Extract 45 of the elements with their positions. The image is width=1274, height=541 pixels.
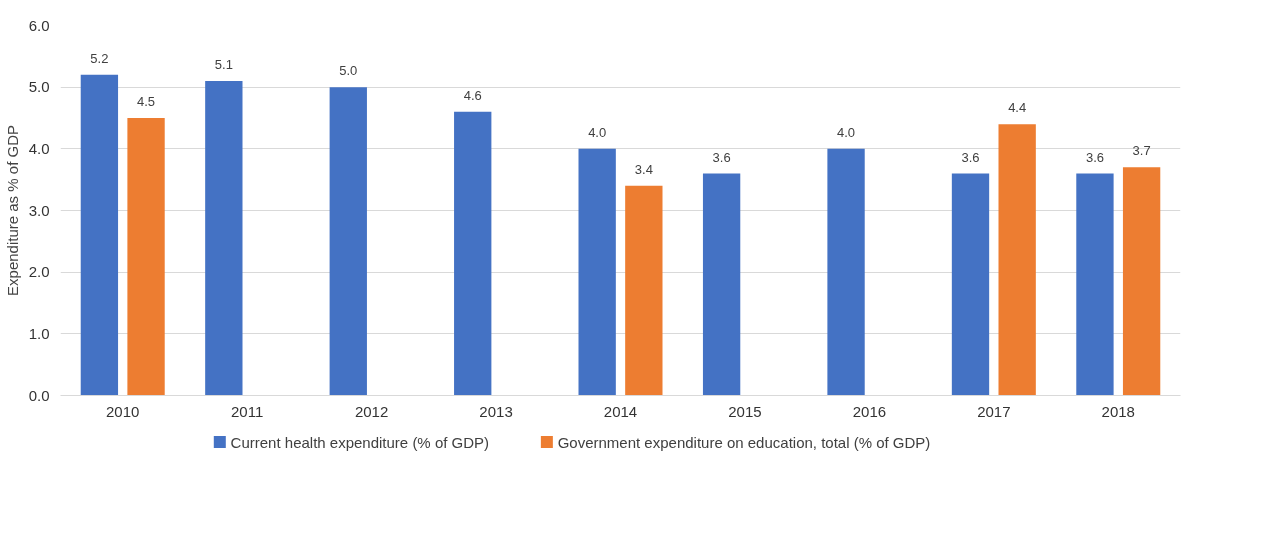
data-label: 3.4 bbox=[634, 161, 653, 177]
bar bbox=[578, 148, 616, 396]
data-label: 4.4 bbox=[1008, 100, 1027, 116]
legend-label: Government expenditure on education, total (% of GDP) bbox=[557, 433, 931, 451]
data-label: 4.0 bbox=[837, 124, 856, 140]
bar bbox=[1122, 167, 1161, 396]
bar bbox=[329, 87, 367, 396]
data-label: 3.6 bbox=[961, 149, 980, 165]
y-tick-label: 2.0 bbox=[28, 263, 50, 281]
bar bbox=[625, 185, 663, 396]
x-tick-label: 2013 bbox=[479, 402, 513, 420]
y-tick-label: 1.0 bbox=[28, 324, 50, 342]
y-tick-label: 4.0 bbox=[28, 139, 50, 157]
y-axis-title: Expenditure as % of GDP bbox=[3, 125, 21, 296]
data-label: 4.6 bbox=[463, 87, 482, 103]
data-label: 4.5 bbox=[137, 94, 156, 109]
y-tick-label: 3.0 bbox=[28, 201, 50, 219]
x-tick-label: 2015 bbox=[728, 402, 762, 420]
data-label: 4.0 bbox=[588, 124, 607, 140]
bar bbox=[205, 81, 243, 396]
x-tick-label: 2012 bbox=[354, 402, 389, 420]
x-tick-label: 2011 bbox=[231, 402, 264, 420]
y-tick-label: 0.0 bbox=[28, 386, 50, 404]
bar bbox=[827, 148, 865, 396]
bar bbox=[454, 111, 492, 396]
data-label: 5.0 bbox=[339, 63, 358, 79]
x-tick-label: 2014 bbox=[603, 402, 638, 420]
x-tick-label: 2017 bbox=[977, 402, 1011, 420]
legend-label: Current health expenditure (% of GDP) bbox=[230, 433, 490, 451]
bar bbox=[1076, 173, 1114, 396]
data-label: 3.6 bbox=[1085, 149, 1104, 165]
y-tick-label: 5.0 bbox=[28, 78, 50, 96]
bar bbox=[80, 74, 119, 396]
data-label: 5.2 bbox=[90, 50, 109, 66]
x-tick-label: 2016 bbox=[852, 402, 887, 420]
data-label: 3.7 bbox=[1132, 143, 1151, 159]
y-tick-label: 6.0 bbox=[28, 16, 50, 34]
data-label: 5.1 bbox=[214, 57, 233, 72]
bar bbox=[998, 124, 1036, 396]
bar bbox=[702, 173, 741, 396]
bar bbox=[951, 173, 990, 396]
data-label: 3.6 bbox=[712, 149, 731, 165]
x-tick-label: 2018 bbox=[1101, 402, 1135, 420]
x-tick-label: 2010 bbox=[106, 402, 140, 420]
bar bbox=[127, 118, 165, 396]
